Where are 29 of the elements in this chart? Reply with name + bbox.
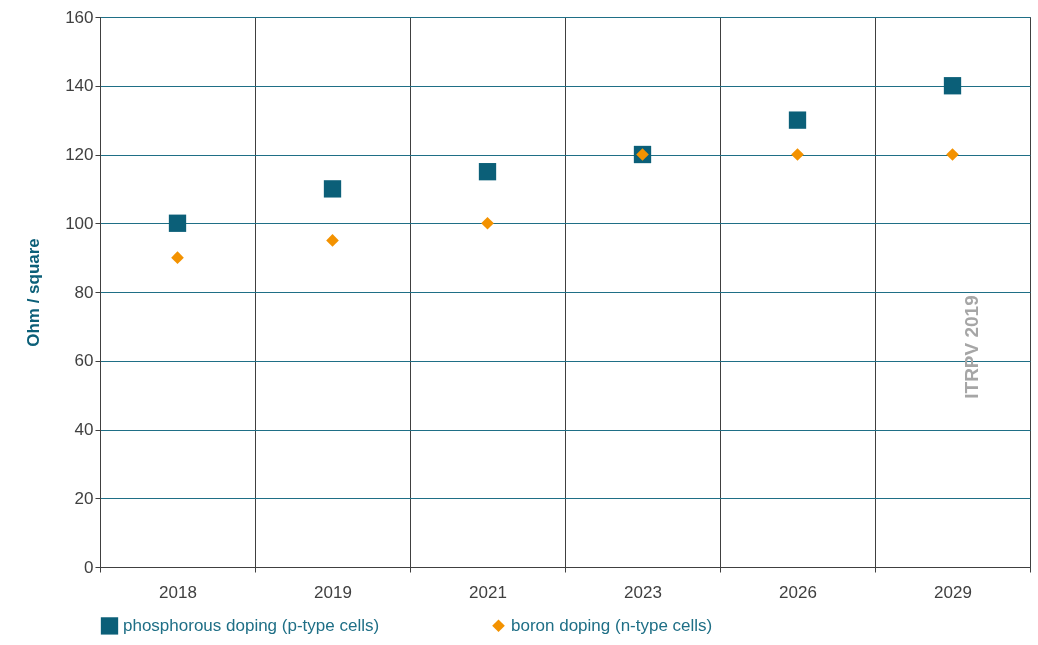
y-tick-label: 160 [65,7,94,27]
x-tick-label: 2019 [314,582,352,602]
y-tick-label: 20 [74,488,94,508]
x-tick-label: 2023 [624,582,662,602]
y-tick-label: 60 [74,351,94,371]
y-tick-label: 120 [65,145,94,164]
point [943,77,962,95]
y-tick-label: 100 [65,213,94,233]
point [946,148,959,161]
x-tick-label: 2029 [934,582,972,602]
point [481,216,494,230]
point [168,214,187,232]
point [171,251,184,264]
y-tick-label: 80 [74,282,94,302]
y-tick-label: 140 [65,76,94,96]
y-tick-label: 0 [84,557,94,577]
point [791,148,804,161]
legend-label: boron doping (n-type cells) [511,615,713,635]
point [326,234,339,247]
x-tick-label: 2021 [469,582,507,602]
x-tick-label: 2026 [779,582,817,602]
point [478,163,497,181]
point [788,111,807,129]
annotation: ITRPV 2019 [961,295,982,399]
x-tick-label: 2018 [159,582,197,602]
legend-label: phosphorous doping (p-type cells) [123,615,380,635]
y-axis-title: Ohm / square [24,238,44,347]
y-tick-label: 40 [74,420,94,439]
point [323,180,342,198]
